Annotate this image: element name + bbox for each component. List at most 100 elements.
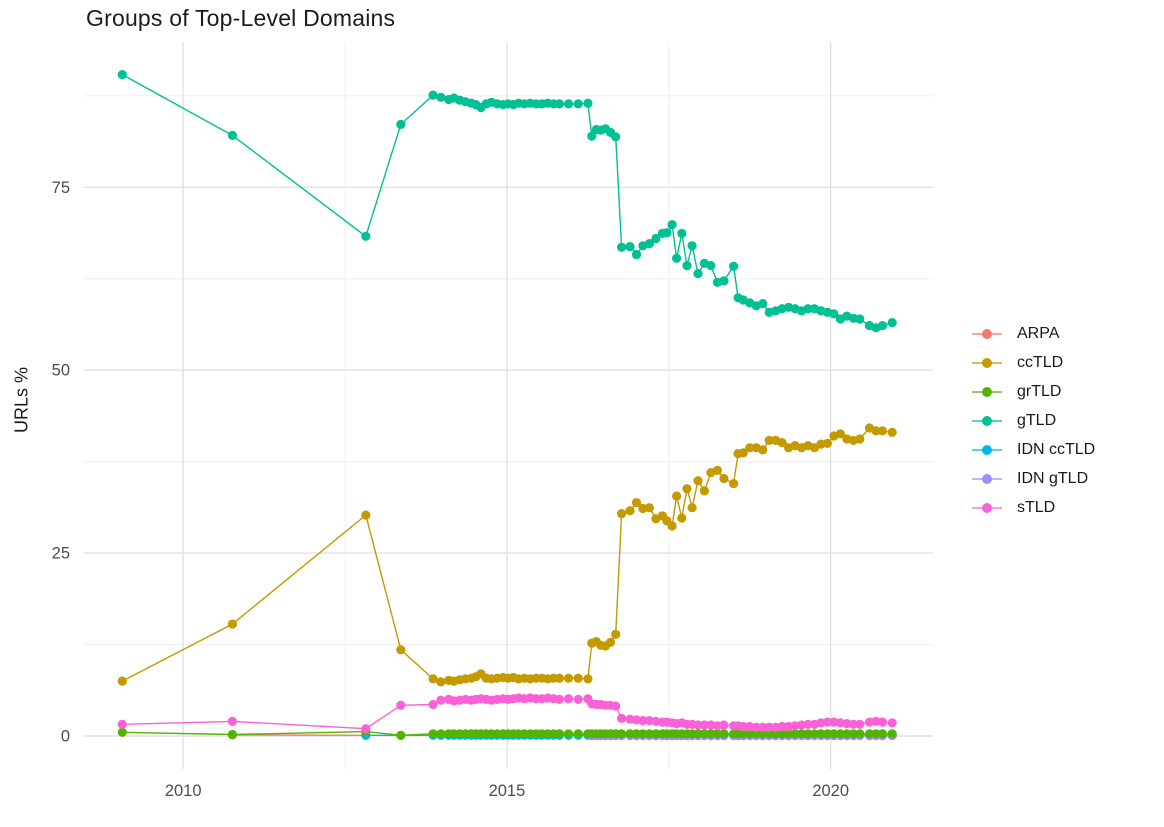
data-point — [758, 722, 768, 732]
data-point — [887, 718, 897, 728]
data-point — [563, 729, 574, 739]
data-point — [758, 729, 768, 739]
data-point — [784, 729, 794, 739]
data-point — [803, 729, 813, 739]
legend-item-gtld: gTLD — [972, 406, 1095, 435]
data-point — [428, 90, 438, 100]
data-point — [764, 435, 774, 445]
data-point — [822, 438, 833, 448]
data-point — [877, 717, 888, 727]
data-point — [644, 503, 655, 513]
data-point — [583, 674, 593, 684]
legend-item-arpa: ARPA — [972, 319, 1095, 348]
data-point — [835, 429, 846, 439]
data-point — [672, 253, 682, 263]
legend-item-grtld: grTLD — [972, 377, 1095, 406]
data-point — [396, 700, 406, 710]
y-tick-label: 0 — [61, 728, 70, 746]
data-point — [887, 427, 897, 437]
data-point — [706, 729, 716, 739]
x-tick-label: 2015 — [489, 782, 526, 800]
data-point — [573, 673, 583, 683]
y-tick-label: 75 — [52, 179, 70, 197]
data-point — [617, 713, 627, 724]
legend-label: gTLD — [1017, 411, 1057, 429]
gridlines-major — [84, 42, 933, 769]
data-point — [877, 729, 888, 739]
chart-title: Groups of Top-Level Domains — [86, 5, 396, 31]
data-point — [729, 479, 739, 489]
data-point — [871, 426, 881, 436]
data-point — [625, 506, 635, 516]
data-point — [617, 242, 627, 252]
data-point — [777, 721, 787, 732]
data-point — [644, 239, 655, 249]
data-point — [611, 629, 621, 639]
data-point — [706, 261, 716, 271]
data-point — [729, 261, 739, 271]
data-point — [554, 694, 565, 705]
data-point — [719, 276, 729, 286]
data-point — [644, 729, 655, 739]
legend-label: ARPA — [1017, 324, 1060, 342]
data-point — [617, 729, 627, 739]
legend-line-dot-icon — [972, 502, 1002, 514]
data-point — [563, 99, 574, 109]
legend-item-idn-gtld: IDN gTLD — [972, 464, 1095, 493]
data-point — [855, 719, 865, 729]
data-point — [835, 729, 846, 739]
legend-line-dot-icon — [972, 415, 1002, 427]
legend-line-dot-icon — [972, 444, 1002, 456]
data-point — [699, 729, 710, 739]
data-point — [699, 720, 710, 730]
data-point — [764, 729, 774, 739]
legend: ARPA ccTLD grTLD gTLD IDN ccTLD IDN gTLD… — [972, 319, 1095, 522]
data-point — [855, 729, 865, 739]
data-point — [617, 508, 627, 519]
data-point — [790, 729, 800, 739]
data-point — [554, 673, 565, 683]
data-point — [822, 717, 833, 727]
data-point — [651, 233, 661, 244]
data-point — [638, 716, 648, 726]
data-point — [428, 729, 438, 739]
data-point — [682, 484, 692, 494]
data-point — [605, 637, 616, 648]
data-point — [738, 448, 748, 458]
data-point — [554, 729, 565, 739]
data-point — [117, 70, 127, 80]
data-point — [855, 434, 865, 444]
data-point — [777, 438, 787, 448]
data-point — [887, 729, 897, 739]
y-tick-label: 50 — [52, 362, 70, 380]
data-point — [662, 228, 672, 238]
data-point — [611, 701, 621, 711]
data-point — [361, 724, 371, 734]
series-gtld — [117, 70, 897, 333]
data-point — [396, 730, 406, 740]
data-point — [573, 729, 583, 739]
data-point — [712, 465, 723, 475]
data-point — [848, 729, 859, 739]
data-point — [877, 426, 888, 436]
series-cctld — [117, 423, 897, 687]
legend-label: ccTLD — [1017, 353, 1064, 371]
data-point — [751, 722, 761, 732]
data-point — [864, 729, 875, 739]
data-point — [693, 269, 703, 279]
data-point — [638, 729, 648, 739]
data-point — [738, 721, 748, 732]
legend-line-dot-icon — [972, 328, 1002, 340]
data-point — [682, 261, 692, 271]
data-point — [117, 719, 127, 729]
data-point — [554, 99, 565, 109]
legend-label: IDN ccTLD — [1017, 440, 1096, 458]
legend-line-dot-icon — [972, 357, 1002, 369]
data-point — [677, 513, 687, 523]
data-point — [822, 729, 833, 739]
data-point — [751, 729, 761, 739]
data-point — [563, 694, 574, 704]
data-point — [797, 729, 807, 739]
data-point — [745, 729, 755, 739]
